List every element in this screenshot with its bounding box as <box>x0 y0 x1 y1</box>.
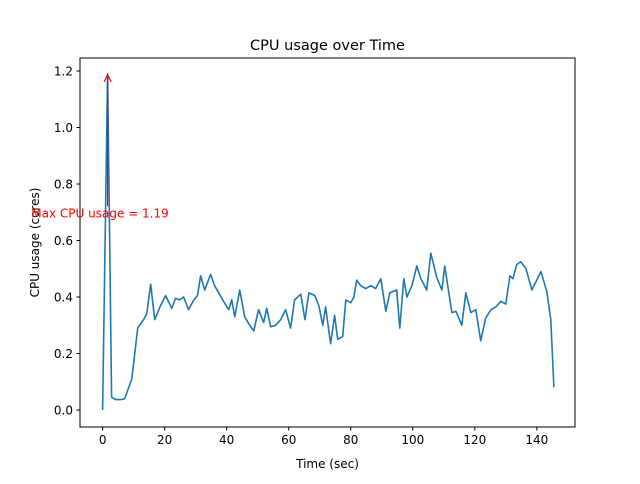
x-tick-label: 100 <box>401 433 424 447</box>
y-tick-label: 1.0 <box>54 121 73 135</box>
axes-frame <box>79 57 576 428</box>
x-tick-label: 80 <box>343 433 358 447</box>
x-tick-label: 140 <box>525 433 548 447</box>
x-tick-label: 20 <box>157 433 172 447</box>
x-tick-label: 40 <box>219 433 234 447</box>
y-tick-label: 0.0 <box>54 404 73 418</box>
x-tick-label: 0 <box>99 433 107 447</box>
x-tick-label: 60 <box>281 433 296 447</box>
y-tick-label: 0.2 <box>54 347 73 361</box>
y-tick-label: 1.2 <box>54 64 73 78</box>
cpu-usage-line <box>101 73 555 411</box>
y-tick-label: 0.8 <box>54 178 73 192</box>
y-tick-label: 0.6 <box>54 234 73 248</box>
x-tick-label: 120 <box>463 433 486 447</box>
chart-title: CPU usage over Time <box>250 38 405 54</box>
y-axis-label: CPU usage (cores) <box>28 188 42 298</box>
arrow-head-icon <box>103 73 112 83</box>
max-annotation-label: Max CPU usage = 1.19 <box>31 206 168 220</box>
x-axis-label: Time (sec) <box>295 457 359 471</box>
y-tick-label: 0.4 <box>54 291 73 305</box>
